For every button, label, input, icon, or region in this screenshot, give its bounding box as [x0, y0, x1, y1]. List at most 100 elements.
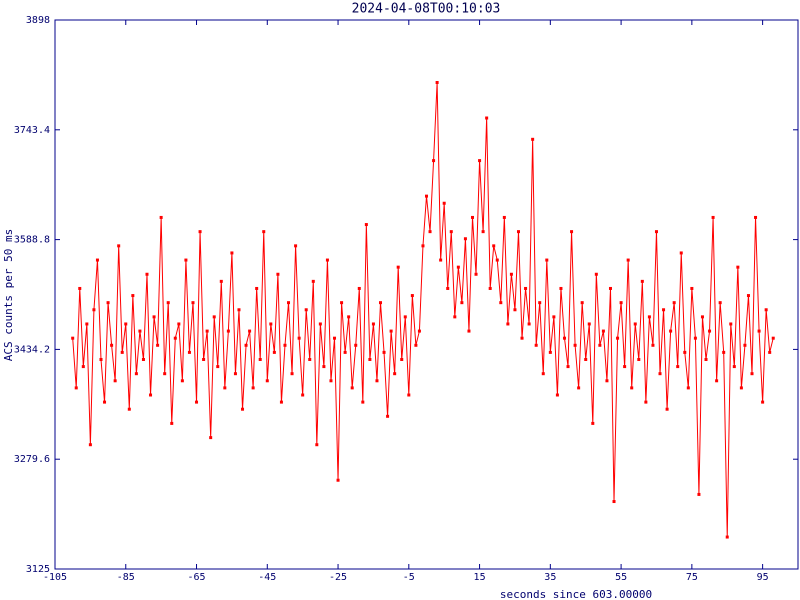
x-tick-label: -45 [258, 572, 276, 583]
data-point [679, 251, 683, 255]
data-point [651, 343, 655, 347]
data-point [290, 372, 294, 376]
data-point [219, 279, 223, 283]
data-point [195, 400, 199, 404]
data-point [729, 322, 733, 326]
data-point [272, 350, 276, 354]
data-point [499, 301, 503, 305]
data-point [524, 286, 528, 290]
data-point [173, 336, 177, 340]
data-point [325, 258, 329, 262]
data-point [283, 343, 287, 347]
data-point [739, 386, 743, 390]
data-point [520, 336, 524, 340]
data-point [414, 343, 418, 347]
data-point [343, 350, 347, 354]
data-point [746, 294, 750, 298]
data-point [244, 343, 248, 347]
data-point [269, 322, 273, 326]
data-point [255, 286, 259, 290]
data-point [99, 357, 103, 361]
data-point [453, 315, 457, 319]
data-point [640, 279, 644, 283]
data-point [637, 357, 641, 361]
data-point [223, 386, 227, 390]
x-tick-label: -105 [43, 572, 67, 583]
data-point [315, 443, 319, 447]
data-line [72, 82, 774, 538]
data-point [156, 343, 160, 347]
data-point [364, 223, 368, 227]
data-point [117, 244, 121, 248]
data-point [442, 201, 446, 205]
y-tick-label: 3743.4 [14, 125, 50, 136]
data-point [669, 329, 673, 333]
data-point [149, 393, 153, 397]
data-point [103, 400, 107, 404]
data-point [598, 343, 602, 347]
data-point [601, 329, 605, 333]
data-point [626, 258, 630, 262]
data-point [432, 159, 436, 163]
data-point [120, 350, 124, 354]
data-point [131, 294, 135, 298]
x-axis-label: seconds since 603.00000 [500, 588, 652, 600]
plot-frame [54, 19, 799, 570]
data-point [357, 286, 361, 290]
data-point [354, 343, 358, 347]
data-point [421, 244, 425, 248]
data-point [230, 251, 234, 255]
data-point [754, 215, 758, 219]
x-tick-label: 35 [544, 572, 556, 583]
data-point [382, 350, 386, 354]
data-point [124, 322, 128, 326]
data-point [541, 372, 545, 376]
data-point [538, 301, 542, 305]
data-point [145, 272, 149, 276]
y-tick-label: 3898 [26, 15, 50, 26]
data-point [658, 372, 662, 376]
data-point [297, 336, 301, 340]
data-point [570, 230, 574, 234]
x-tick-label: 55 [615, 572, 627, 583]
data-point [630, 386, 634, 390]
data-point [301, 393, 305, 397]
data-point [764, 308, 768, 312]
data-point [761, 400, 765, 404]
data-point [715, 379, 719, 383]
data-point [488, 286, 492, 290]
data-point [704, 357, 708, 361]
data-point [478, 159, 482, 163]
data-point [665, 407, 669, 411]
data-point [690, 286, 694, 290]
data-point [591, 421, 595, 425]
data-point [198, 230, 202, 234]
data-point [771, 336, 775, 340]
data-point [676, 365, 680, 369]
data-point [623, 365, 627, 369]
y-axis-label: ACS counts per 50 ms [2, 229, 15, 361]
x-tick-label: -5 [403, 572, 415, 583]
data-point [513, 308, 517, 312]
data-point [184, 258, 188, 262]
data-point [552, 315, 556, 319]
data-point [113, 379, 117, 383]
data-point [375, 379, 379, 383]
data-point [612, 500, 616, 504]
data-point [573, 343, 577, 347]
data-point [460, 301, 464, 305]
data-point [212, 315, 216, 319]
data-point [509, 272, 513, 276]
data-point [340, 301, 344, 305]
data-point [768, 350, 772, 354]
data-point [393, 372, 397, 376]
data-point [350, 386, 354, 390]
data-point [258, 357, 262, 361]
data-point [446, 286, 450, 290]
data-point [361, 400, 365, 404]
data-point [633, 322, 637, 326]
data-point [311, 279, 315, 283]
data-point [555, 393, 559, 397]
data-point [226, 329, 230, 333]
